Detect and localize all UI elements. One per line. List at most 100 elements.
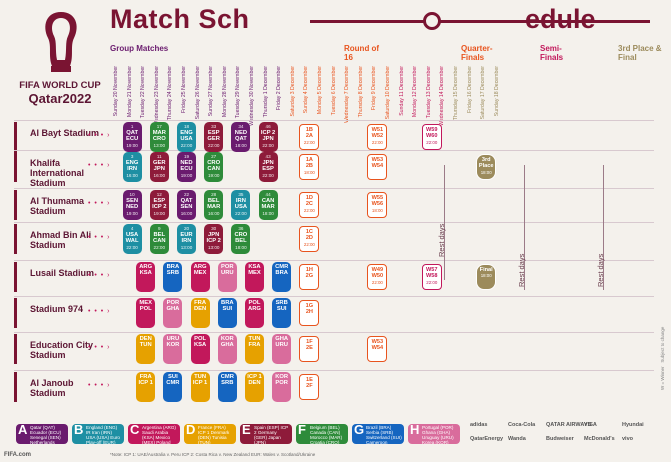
knockout-card[interactable]: 1H 2G <box>299 264 320 290</box>
match-card[interactable]: KOR POR <box>272 372 292 402</box>
sponsor-logo: Hyundai <box>622 422 644 428</box>
knockout-card[interactable]: W59 W60 22:00 <box>421 124 442 150</box>
match-card[interactable]: 9 BEL CAN 22:00 <box>149 224 169 254</box>
match-card[interactable]: 20 EUR IRN 13:00 <box>177 224 196 254</box>
legend-letter: E <box>242 424 251 437</box>
match-card[interactable]: 3 ENG IRN 16:00 <box>122 152 142 182</box>
match-card[interactable]: CMR BRA <box>272 262 292 292</box>
match-no: 36 <box>238 226 244 231</box>
match-card[interactable]: POR URU <box>217 262 237 292</box>
knockout-card[interactable]: W49 W50 22:00 <box>367 264 388 290</box>
match-a: BRA <box>166 264 180 270</box>
stage-group: Group Matches <box>110 44 169 53</box>
match-card[interactable]: 43 JPN ESP 22:00 <box>258 152 278 182</box>
match-time: 16:00 <box>153 172 166 178</box>
match-a: JPN <box>208 232 220 239</box>
knockout-card[interactable]: 1A 2B 18:00 <box>299 154 320 180</box>
match-card[interactable]: TUN FRA <box>245 334 264 364</box>
match-card[interactable]: ARG KSA <box>136 262 156 292</box>
match-b: QAT <box>234 136 247 143</box>
knockout-card[interactable]: 1C 2D 22:00 <box>299 226 320 252</box>
knockout-card[interactable]: W53 W54 <box>367 154 388 180</box>
match-card[interactable]: 36 CRO BEL 18:00 <box>231 224 251 254</box>
match-card[interactable]: BRA SRB <box>163 262 183 292</box>
knockout-card[interactable]: W53 W54 <box>367 336 388 362</box>
knockout-time: 22:00 <box>303 139 315 145</box>
match-card[interactable]: 46 ICP 2 JPN 22:00 <box>258 122 278 152</box>
match-card[interactable]: BRA SUI <box>217 298 237 328</box>
match-card[interactable]: SUI CMR <box>163 372 183 402</box>
match-card[interactable]: 18 ENG USA 22:00 <box>177 122 196 152</box>
match-card[interactable]: TUN ICP 1 <box>190 372 210 402</box>
match-card[interactable]: 4 USA WAL 22:00 <box>122 224 142 254</box>
match-card[interactable]: FRA DEN <box>190 298 210 328</box>
legend-group-f: F Belgium (BEL) Canada (CAN) Morocco (MAR… <box>296 424 348 444</box>
knockout-card[interactable]: 3rd Place 18:00 <box>476 154 497 180</box>
match-card[interactable]: ICP 1 DEN <box>245 372 264 402</box>
match-card[interactable]: KSA MEX <box>245 262 264 292</box>
sponsor-logo: QatarEnergy <box>470 436 504 442</box>
row-divider <box>14 370 654 371</box>
match-card[interactable]: ARG MEX <box>190 262 210 292</box>
match-card[interactable]: POR GHA <box>163 298 183 328</box>
match-card[interactable]: POL ARG <box>245 298 264 328</box>
match-card[interactable]: CMR SRB <box>217 372 237 402</box>
knockout-card[interactable]: 1G 2H <box>299 300 320 326</box>
match-card[interactable]: 30 JPN ICP 2 13:00 <box>204 224 224 254</box>
match-card[interactable]: MEX POL <box>136 298 156 328</box>
match-card[interactable]: POL KSA <box>190 334 210 364</box>
knockout-card[interactable]: 1D 2C 22:00 <box>299 192 320 218</box>
match-b: CMR <box>166 380 180 387</box>
knockout-card[interactable]: W51 W52 22:00 <box>367 124 388 150</box>
match-b: KOR <box>166 342 180 349</box>
knockout-card[interactable]: W55 W56 18:00 <box>367 192 388 218</box>
match-card[interactable]: 22 QAT SEN 16:00 <box>177 190 196 220</box>
match-b: SUI <box>276 306 287 313</box>
match-card[interactable]: 11 GER JPN 16:00 <box>149 152 169 182</box>
knockout-card[interactable]: Final 18:00 <box>476 264 497 290</box>
match-card[interactable]: 34 NED QAT 18:00 <box>231 122 251 152</box>
match-card[interactable]: 12 ESP ICP 2 19:00 <box>149 190 169 220</box>
match-b: ECU <box>180 166 193 173</box>
notes: *Note: ICP 1: UAE/Australia v. Peru ICP … <box>110 452 316 457</box>
match-card[interactable]: 33 ESP GER 22:00 <box>204 122 224 152</box>
match-card[interactable]: 1 QAT ECU 19:00 <box>122 122 142 152</box>
match-card[interactable]: FRA ICP 1 <box>136 372 156 402</box>
match-b: GHA <box>166 306 180 313</box>
match-time: 19:00 <box>180 172 193 178</box>
knockout-time: 18:00 <box>303 169 315 175</box>
match-card[interactable]: DEN TUN <box>136 334 156 364</box>
match-a: CMR <box>220 374 234 380</box>
match-b: ARG <box>248 306 261 313</box>
match-a: KOR <box>275 374 289 380</box>
row-accent <box>14 122 17 152</box>
row-connector: • • • › <box>88 200 111 207</box>
match-time: 16:00 <box>126 172 138 178</box>
match-b: KSA <box>193 342 207 349</box>
knockout-sub: W56 <box>371 201 384 208</box>
fifa-logo: FIFA.com <box>4 452 32 458</box>
match-card[interactable]: 19 NED ECU 19:00 <box>177 152 196 182</box>
match-b: SRB <box>166 270 180 277</box>
knockout-card[interactable]: 1B 2A 22:00 <box>299 124 320 150</box>
match-card[interactable]: 44 CAN MAR 18:00 <box>258 190 278 220</box>
match-card[interactable]: 17 MAR CRO 13:00 <box>149 122 169 152</box>
match-card[interactable]: URU KOR <box>163 334 183 364</box>
match-a: POL <box>248 300 261 306</box>
knockout-label: 1D <box>305 195 313 201</box>
match-b: SEN <box>180 204 193 211</box>
match-card[interactable]: SRB SUI <box>272 298 292 328</box>
legend-letter: A <box>18 424 28 437</box>
match-card[interactable]: KOR GHA <box>217 334 237 364</box>
match-card[interactable]: 35 IRN USA 22:00 <box>231 190 251 220</box>
match-b: SUI <box>222 306 233 313</box>
knockout-card[interactable]: 1F 2E <box>299 336 320 362</box>
match-card[interactable]: 27 CRO CAN 19:00 <box>204 152 224 182</box>
stadium-name: Lusail Stadium <box>30 268 95 278</box>
knockout-card[interactable]: 1E 2F <box>299 374 320 400</box>
knockout-card[interactable]: W57 W58 22:00 <box>421 264 442 290</box>
match-card[interactable]: GHA URU <box>272 334 292 364</box>
match-card[interactable]: 28 BEL MAR 16:00 <box>204 190 224 220</box>
match-card[interactable]: 10 SEN NED 19:00 <box>122 190 142 220</box>
match-no: 20 <box>183 226 190 231</box>
